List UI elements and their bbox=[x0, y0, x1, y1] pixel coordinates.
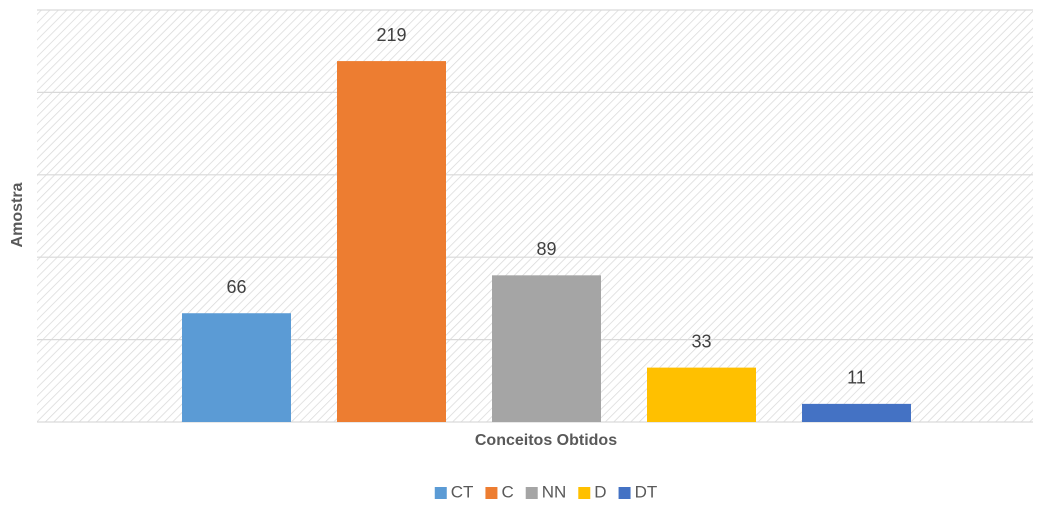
bar bbox=[492, 275, 601, 422]
legend-swatch bbox=[434, 487, 447, 499]
legend-label: CT bbox=[451, 482, 474, 501]
y-axis-title: Amostra bbox=[9, 182, 26, 247]
legend-label: DT bbox=[635, 482, 658, 501]
bar bbox=[647, 367, 756, 422]
legend-swatch bbox=[525, 487, 538, 499]
legend-label: D bbox=[594, 482, 606, 501]
value-label: 11 bbox=[847, 368, 866, 388]
legend-swatch bbox=[485, 487, 498, 499]
value-label: 33 bbox=[691, 331, 711, 351]
value-label: 66 bbox=[226, 277, 246, 297]
bar bbox=[182, 313, 291, 422]
value-label: 219 bbox=[376, 25, 406, 45]
legend-swatch bbox=[578, 487, 591, 499]
value-label: 89 bbox=[536, 239, 556, 259]
legend-label: NN bbox=[542, 482, 567, 501]
legend-swatch bbox=[618, 487, 631, 499]
bar bbox=[802, 403, 911, 422]
legend-label: C bbox=[501, 482, 513, 501]
x-axis-title: Conceitos Obtidos bbox=[475, 432, 617, 449]
bar bbox=[337, 61, 446, 422]
